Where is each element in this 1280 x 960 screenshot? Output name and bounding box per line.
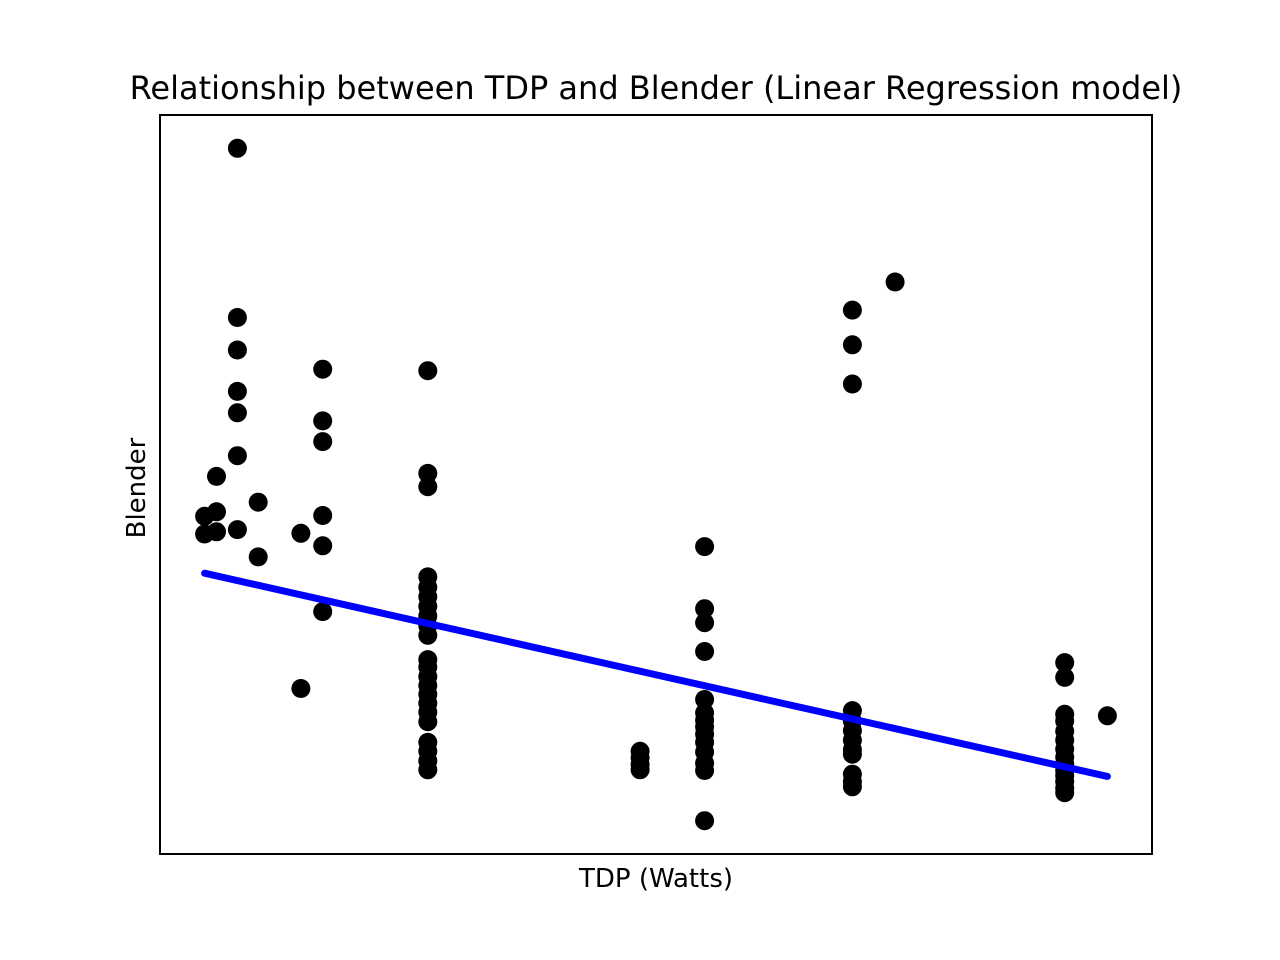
data-point [207, 466, 226, 486]
plot-frame [159, 114, 1153, 855]
y-axis-label: Blender [122, 437, 152, 538]
data-point [227, 308, 247, 327]
data-point [313, 411, 333, 431]
data-point [842, 335, 862, 355]
data-point [418, 625, 438, 645]
data-point [227, 381, 247, 401]
data-point [695, 811, 715, 831]
data-point [227, 403, 247, 423]
data-point [695, 761, 715, 780]
data-point [313, 602, 333, 622]
data-point [227, 520, 247, 540]
data-point [842, 744, 862, 764]
data-point [842, 300, 862, 320]
data-point [695, 613, 715, 633]
data-point [291, 679, 311, 698]
data-point [291, 523, 311, 543]
data-point [630, 760, 650, 780]
regression-line [201, 569, 1111, 780]
data-point [842, 777, 862, 797]
data-point [842, 374, 862, 394]
data-point [695, 599, 715, 619]
data-point [418, 463, 438, 483]
data-point [695, 537, 715, 557]
data-point [418, 361, 438, 381]
data-point [313, 506, 333, 525]
data-point [248, 492, 268, 512]
x-axis-label: TDP (Watts) [578, 864, 733, 894]
data-point [313, 359, 333, 379]
data-point [1055, 667, 1075, 687]
data-point [313, 536, 333, 556]
data-point [248, 547, 268, 567]
data-point [418, 760, 438, 780]
data-point [1055, 783, 1075, 803]
data-point [227, 446, 247, 466]
data-point [227, 340, 247, 360]
data-point [695, 690, 715, 709]
data-point [885, 272, 905, 292]
data-point [418, 477, 438, 497]
data-point [207, 502, 226, 522]
data-point [1055, 653, 1075, 673]
chart-title: Relationship between TDP and Blender (Li… [130, 69, 1183, 107]
data-point [1097, 706, 1117, 726]
regression-line-layer [201, 569, 1111, 780]
data-point [227, 138, 247, 158]
data-point [695, 642, 715, 661]
data-point [207, 522, 226, 542]
data-point [418, 712, 438, 732]
data-point [313, 432, 333, 452]
